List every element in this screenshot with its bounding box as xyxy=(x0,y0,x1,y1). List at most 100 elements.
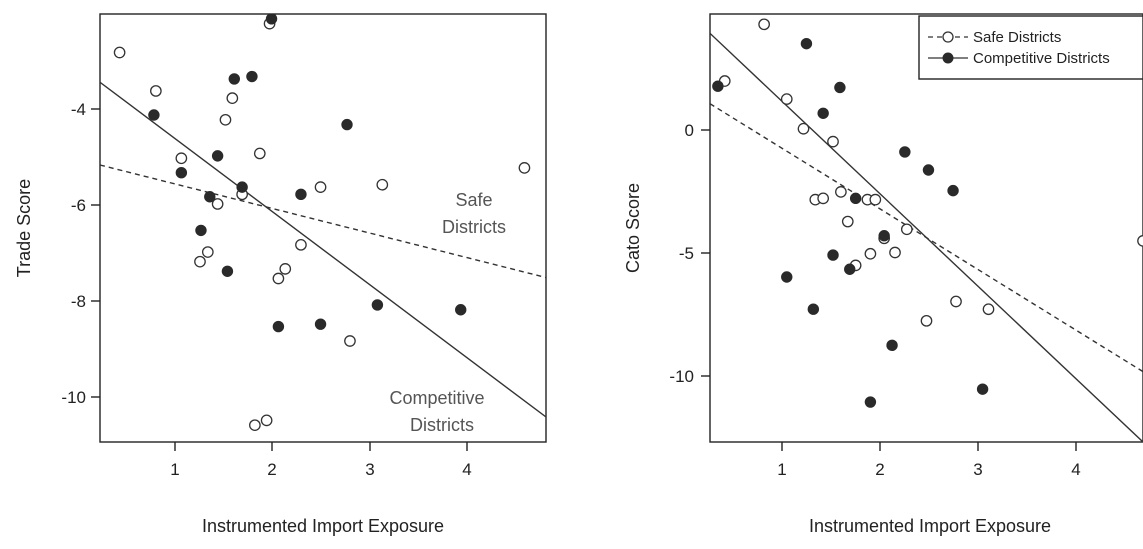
safe-data-point xyxy=(780,93,793,105)
competitive-data-point xyxy=(800,37,813,50)
y-tick-label: 0 xyxy=(685,121,694,140)
safe-data-point xyxy=(797,122,810,135)
competitive-data-point xyxy=(228,73,240,85)
safe-data-point xyxy=(900,223,913,236)
safe-data-point xyxy=(376,178,389,191)
x-tick-label: 4 xyxy=(462,460,471,479)
x-tick-label: 1 xyxy=(777,460,786,479)
x-tick-label: 3 xyxy=(365,460,374,479)
safe-data-point xyxy=(295,238,307,251)
competitive-data-point xyxy=(817,107,829,119)
competitive-data-point xyxy=(947,184,959,197)
legend: Safe Districts Competitive Districts xyxy=(918,15,1143,80)
competitive-data-point xyxy=(712,80,724,92)
safe-data-point xyxy=(1137,235,1143,247)
competitive-data-point xyxy=(886,339,898,352)
safe-data-point xyxy=(889,246,901,259)
annotation-safe: Safe xyxy=(455,190,492,210)
x-ticks: 1 2 3 4 xyxy=(777,442,1081,479)
competitive-data-point xyxy=(265,14,278,25)
plot-frame xyxy=(709,13,1143,443)
competitive-data-point xyxy=(922,164,935,176)
safe-data-point xyxy=(150,85,162,97)
safe-data-point xyxy=(827,135,839,148)
y-tick-label: -8 xyxy=(71,292,86,311)
legend-competitive-marker xyxy=(942,52,954,64)
safe-data-point xyxy=(226,92,239,105)
safe-data-point xyxy=(260,414,273,427)
competitive-data-point xyxy=(371,299,384,311)
safe-data-point xyxy=(253,147,266,160)
safe-data-point xyxy=(211,198,224,210)
safe-data-point xyxy=(113,46,126,59)
fit-lines xyxy=(710,32,1143,442)
safe-data-point xyxy=(314,181,327,193)
safe-data-point xyxy=(219,113,232,126)
x-tick-label: 2 xyxy=(267,460,276,479)
competitive-data-point xyxy=(221,265,234,277)
legend-safe-label: Safe Districts xyxy=(973,29,1061,46)
legend-competitive-label: Competitive Districts xyxy=(973,50,1110,67)
y-ticks: -4 -6 -8 -10 xyxy=(61,100,100,407)
competitive-data-point xyxy=(236,181,248,193)
competitive-data-point xyxy=(844,263,856,275)
safe-data-point xyxy=(249,419,261,432)
y-axis-title: Trade Score xyxy=(14,179,34,277)
competitive-data-point xyxy=(314,318,327,330)
safe-data-point xyxy=(835,186,847,198)
safe-data-point xyxy=(869,193,882,206)
competitive-data-point xyxy=(148,109,160,121)
safe-data-point xyxy=(518,162,531,174)
data-points xyxy=(712,18,1143,408)
competitive-data-point xyxy=(827,249,839,261)
x-axis-title: Instrumented Import Exposure xyxy=(202,516,444,536)
data-points xyxy=(113,14,531,432)
competitive-data-point xyxy=(175,166,188,179)
safe-data-point xyxy=(758,18,770,31)
annotation-safe-districts: Districts xyxy=(442,217,506,237)
legend-box xyxy=(918,15,1143,80)
competitive-fit-line xyxy=(100,81,546,418)
competitive-data-point xyxy=(899,146,911,158)
competitive-data-point xyxy=(849,192,862,205)
y-axis-title: Cato Score xyxy=(623,183,643,273)
competitive-data-point xyxy=(204,191,216,203)
competitive-data-point xyxy=(834,81,846,94)
x-tick-label: 4 xyxy=(1071,460,1080,479)
panel-trade-score: Trade Score Instrumented Import Exposure… xyxy=(14,13,547,536)
y-tick-label: -4 xyxy=(71,100,86,119)
safe-data-point xyxy=(864,247,877,260)
competitive-data-point xyxy=(864,396,877,408)
x-tick-label: 2 xyxy=(875,460,884,479)
safe-data-point xyxy=(279,263,292,275)
competitive-data-point xyxy=(246,70,258,83)
legend-safe-marker xyxy=(942,31,954,43)
safe-data-point xyxy=(344,335,356,347)
panel-cato-score: Cato Score Instrumented Import Exposure … xyxy=(623,13,1143,536)
competitive-data-point xyxy=(781,271,793,283)
y-tick-label: -5 xyxy=(679,244,694,263)
competitive-fit-line xyxy=(710,32,1143,442)
plot-frame xyxy=(99,13,547,443)
y-tick-label: -10 xyxy=(669,367,694,386)
competitive-data-point xyxy=(807,303,820,315)
annotation-competitive-districts: Districts xyxy=(410,415,474,435)
safe-data-point xyxy=(817,192,830,205)
competitive-data-point xyxy=(341,118,353,131)
competitive-data-point xyxy=(455,304,467,316)
annotation-competitive: Competitive xyxy=(389,388,484,408)
safe-fit-line xyxy=(100,164,546,279)
x-tick-label: 1 xyxy=(170,460,179,479)
y-ticks: 0 -5 -10 xyxy=(669,121,710,386)
safe-data-point xyxy=(201,246,214,258)
safe-data-point xyxy=(841,215,854,228)
safe-data-point xyxy=(982,303,995,316)
fit-lines xyxy=(100,81,546,418)
safe-data-point xyxy=(194,255,206,268)
safe-data-point xyxy=(950,295,962,308)
competitive-data-point xyxy=(878,230,890,242)
y-tick-label: -6 xyxy=(71,196,86,215)
competitive-data-point xyxy=(195,224,207,237)
competitive-data-point xyxy=(211,150,224,162)
